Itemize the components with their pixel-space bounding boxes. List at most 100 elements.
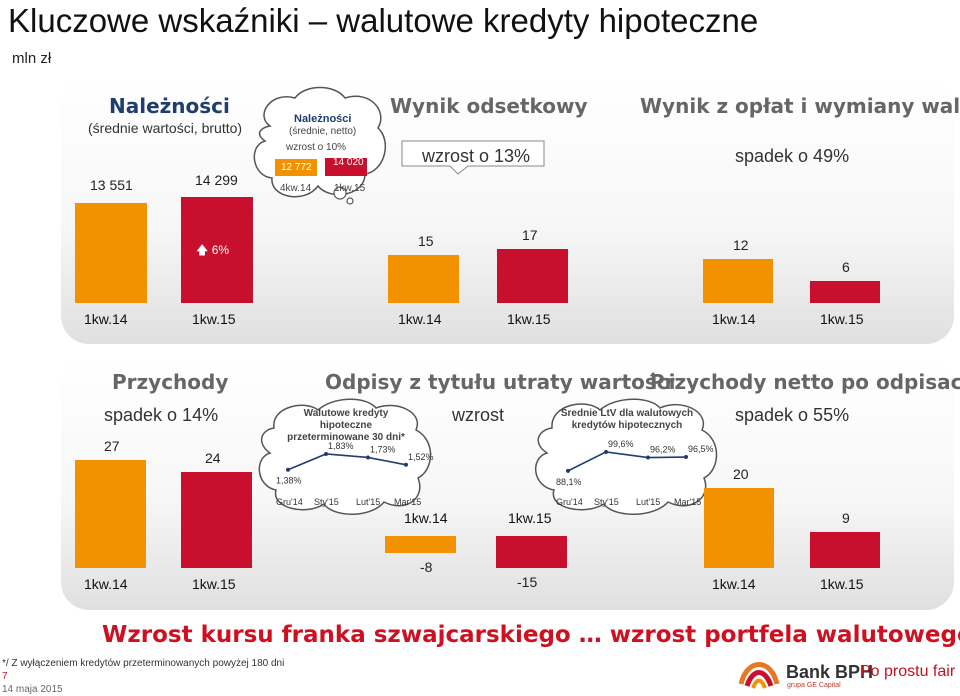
interest-bar-1kw14 (388, 255, 459, 303)
npl-point (404, 462, 408, 467)
ltv-value-label: 96,2% (650, 445, 676, 455)
revenue-value-label: 27 (104, 438, 120, 454)
date-label: 14 maja 2015 (2, 684, 63, 695)
cloud-receivables-bar-1kw15 (325, 157, 367, 176)
impairment-category: 1kw.14 (404, 510, 448, 526)
npl-value-label: 1,38% (276, 476, 302, 486)
ltv-cloud-title-line: Średnie LtV dla walutowych (560, 408, 694, 419)
impairment-change: wzrost (452, 405, 505, 425)
revenue-change: spadek o 14% (104, 405, 219, 425)
npl-series-line (287, 453, 407, 471)
receivables-bar-1kw15 (181, 197, 253, 303)
interest-value-label: 17 (522, 226, 538, 243)
ltv-point (604, 449, 608, 454)
ltv-category: Sty'15 (594, 497, 619, 507)
receivables-subtitle: (średnie wartości, brutto) (88, 120, 243, 136)
ltv-point (684, 455, 688, 460)
ltv-cloud-title-line: kredytów hipotecznych (571, 420, 683, 431)
net-revenue-bar-1kw14 (704, 488, 774, 568)
interest-value-label: 15 (418, 233, 434, 249)
ltv-category: Gru'14 (556, 497, 583, 507)
cloud-receivables-subtitle: (średnie, netto) (289, 126, 357, 137)
npl-category: Lut'15 (356, 497, 380, 507)
footer-claim: Wzrost kursu franka szwajcarskiego … wzr… (102, 622, 960, 648)
cloud-receivables-value-label: 14 020 (333, 157, 364, 168)
revenue-category: 1kw.15 (192, 576, 236, 592)
ltv-line-chart: 88,1% Gru'14 99,6% Sty'15 96,2% Lut'15 96,5% Ma… (556, 439, 714, 507)
net-revenue-value-label: 20 (733, 466, 749, 482)
net-revenue-category: 1kw.15 (820, 576, 864, 592)
net-revenue-change: spadek o 55% (735, 405, 850, 425)
npl-line-chart: 1,38% Gru'14 1,83% Sty'15 1,73% Lut'15 1,52% Ma… (276, 441, 434, 507)
npl-category: Sty'15 (314, 497, 339, 507)
npl-cloud-title-line: Walutowe kredyty (303, 408, 389, 419)
impairment-title: Odpisy z tytułu utraty wartości (325, 370, 676, 394)
npl-category: Gru'14 (276, 497, 303, 507)
revenue-bar-1kw14 (75, 460, 146, 568)
bank-name: Bank BPH (786, 662, 874, 682)
arrow-up-icon: 🡅 (196, 243, 209, 257)
fees-bar-1kw15 (810, 280, 880, 303)
fees-change: spadek o 49% (735, 146, 850, 166)
fees-value-label: 12 (733, 236, 749, 253)
impairment-bar-1kw14 (385, 536, 456, 553)
ltv-value-label: 88,1% (556, 477, 582, 487)
interest-category: 1kw.14 (398, 311, 442, 327)
interest-category: 1kw.15 (507, 311, 551, 327)
cloud-receivables-change: wzrost o 10% (286, 142, 347, 153)
page-number: 7 (2, 671, 8, 682)
ltv-category: Lut'15 (636, 497, 660, 507)
impairment-bar-1kw15 (496, 536, 567, 568)
net-revenue-value-label: 9 (842, 510, 850, 526)
npl-category: Mar'15 (394, 497, 421, 507)
ltv-cloud-title: Średnie LtV dla walutowych kredytów hipo… (552, 408, 702, 432)
cloud-receivables-category: 1kw.15 (334, 183, 366, 194)
cloud-receivables-value-label: 12 772 (281, 162, 312, 173)
net-revenue-bar-1kw15 (810, 532, 880, 568)
fees-category: 1kw.14 (712, 311, 756, 327)
ltv-cloud (534, 398, 718, 515)
cloud-receivables-title: Należności (294, 113, 352, 125)
bank-sub: grupa GE Capital (787, 682, 841, 689)
npl-cloud-title-line: przeterminowane 30 dni* (287, 432, 405, 443)
impairment-value-label: -8 (420, 558, 433, 575)
npl-cloud-title: Walutowe kredyty hipoteczne przeterminow… (278, 408, 414, 444)
npl-cloud (258, 398, 432, 515)
cloud-receivables-category: 4kw.14 (280, 183, 312, 194)
ltv-category: Mar'15 (674, 497, 701, 507)
interest-callout (401, 140, 545, 175)
revenue-bar-1kw15 (181, 472, 252, 568)
revenue-category: 1kw.14 (84, 576, 128, 592)
receivables-title: Należności (109, 94, 230, 118)
revenue-value-label: 24 (205, 450, 221, 466)
fees-value-label: 6 (842, 258, 850, 275)
interest-bar-1kw15 (497, 248, 568, 303)
ltv-value-label: 96,5% (688, 444, 714, 454)
impairment-category: 1kw.15 (508, 510, 552, 526)
receivables-category: 1kw.15 (192, 311, 236, 327)
impairment-value-label: -15 (517, 573, 538, 590)
revenue-title: Przychody (112, 370, 229, 394)
ltv-series-line (567, 451, 687, 472)
bank-bph-logo-icon (738, 662, 780, 689)
receivables-change: 🡅 6% (196, 241, 229, 262)
npl-value-label: 1,83% (328, 441, 354, 451)
npl-value-label: 1,52% (408, 452, 434, 462)
fees-title: Wynik z opłat i wymiany walut (640, 94, 960, 118)
net-revenue-title: Przychody netto po odpisach (650, 370, 960, 394)
fees-bar-1kw14 (703, 258, 773, 303)
receivables-value-label: 14 299 (195, 172, 238, 188)
receivables-value-label: 13 551 (90, 177, 133, 193)
receivables-change-label: 6% (211, 243, 230, 257)
receivables-category: 1kw.14 (84, 311, 128, 327)
npl-point (324, 451, 328, 456)
interest-change: wzrost o 13% (422, 146, 531, 166)
page-title: Kluczowe wskaźniki – walutowe kredyty hi… (8, 2, 759, 39)
ltv-point (646, 455, 650, 460)
ltv-point (566, 468, 570, 473)
npl-cloud-title-line: hipoteczne (319, 420, 373, 431)
receivables-bar-1kw14 (75, 202, 147, 303)
unit-label: mln zł (12, 50, 52, 67)
npl-point (286, 467, 290, 472)
ltv-value-label: 99,6% (608, 439, 634, 449)
